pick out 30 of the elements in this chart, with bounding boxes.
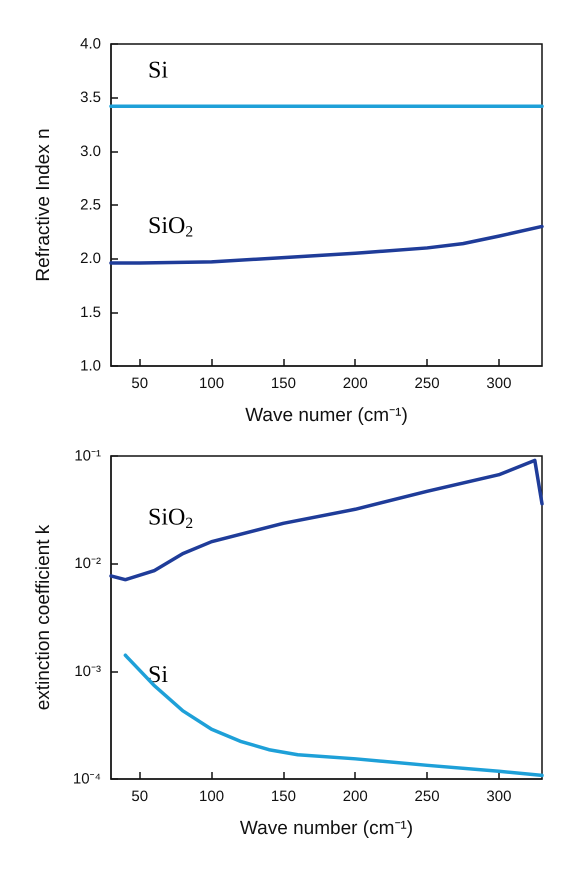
x-tick-label: 250 bbox=[414, 788, 440, 805]
y-tick-label: 2.5 bbox=[80, 196, 101, 214]
x-tick-label: 100 bbox=[199, 788, 224, 805]
x-axis-title: Wave number (cm⁻¹) bbox=[240, 818, 414, 839]
y-tick-label: 10⁻² bbox=[74, 555, 101, 572]
y-tick-label: 3.5 bbox=[80, 89, 101, 106]
x-tick-label: 150 bbox=[270, 375, 296, 392]
x-axis-title: Wave numer (cm⁻¹) bbox=[245, 405, 408, 426]
x-tick-label: 200 bbox=[342, 788, 368, 805]
y-tick-label: 1.0 bbox=[80, 358, 101, 374]
x-tick-label: 200 bbox=[342, 375, 368, 392]
y-tick-label: 10⁻³ bbox=[74, 662, 101, 680]
series-label: Si bbox=[148, 57, 168, 84]
y-axis-title: extinction coefficient k bbox=[33, 524, 54, 710]
x-tick-label: 50 bbox=[131, 375, 148, 392]
x-tick-label: 300 bbox=[486, 788, 512, 805]
x-tick-label: 250 bbox=[414, 375, 440, 392]
x-tick-label: 150 bbox=[270, 788, 296, 805]
line-series bbox=[109, 458, 544, 582]
x-tick-label: 100 bbox=[199, 375, 224, 392]
y-axis-title: Refractive Index n bbox=[33, 128, 54, 282]
x-tick-label: 50 bbox=[131, 788, 148, 805]
y-tick-label: 4.0 bbox=[80, 36, 101, 52]
y-tick-label: 2.0 bbox=[80, 250, 101, 268]
y-tick-label: 10⁻¹ bbox=[74, 448, 101, 464]
y-tick-label: 3.0 bbox=[80, 142, 101, 160]
x-tick-label: 300 bbox=[486, 375, 512, 392]
line-series bbox=[124, 654, 544, 778]
y-tick-label: 10⁻⁴ bbox=[72, 770, 101, 788]
y-tick-label: 1.5 bbox=[80, 304, 101, 321]
